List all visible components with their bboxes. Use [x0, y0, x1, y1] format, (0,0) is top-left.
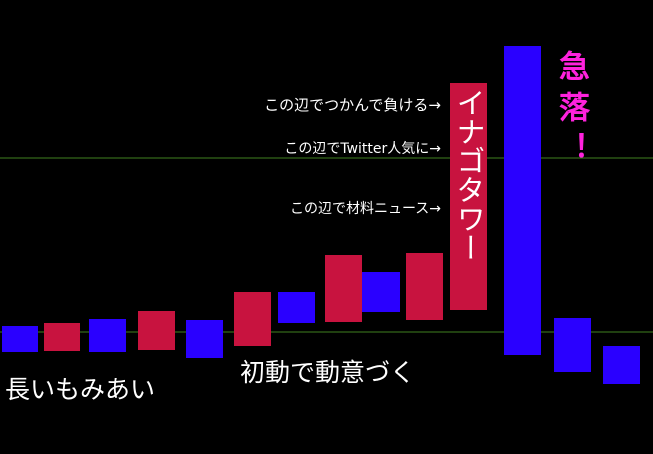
candle — [234, 292, 271, 346]
candle — [186, 320, 223, 358]
candle — [554, 318, 591, 372]
annotation: この辺でTwitter人気に→ — [284, 141, 441, 157]
candle — [2, 326, 38, 352]
candle — [44, 323, 80, 351]
candle — [89, 319, 126, 352]
range-label: 長いもみあい — [5, 375, 156, 404]
candle — [325, 255, 362, 322]
candle — [406, 253, 443, 320]
candle — [362, 272, 400, 312]
annotation: この辺でつかんで負ける→ — [264, 96, 441, 114]
tower-label: イナゴタワー — [452, 88, 486, 262]
candles — [2, 46, 640, 384]
candle — [603, 346, 640, 384]
crash-label: 急落！ — [553, 50, 589, 173]
annotation: この辺で材料ニュース→ — [289, 201, 441, 217]
candle-tower — [450, 83, 487, 310]
candle-crash — [504, 46, 541, 355]
candle — [138, 311, 175, 350]
move-label: 初動で動意づく — [240, 358, 416, 387]
candle — [278, 292, 315, 323]
